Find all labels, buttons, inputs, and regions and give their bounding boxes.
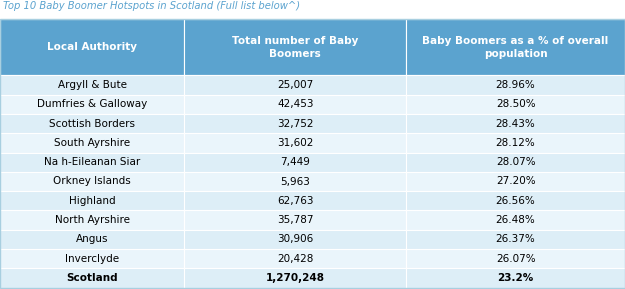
Bar (406, 191, 625, 210)
Bar (406, 19, 625, 75)
Bar (406, 114, 625, 133)
Bar (406, 153, 625, 172)
Text: Highland: Highland (69, 196, 116, 206)
Text: 28.50%: 28.50% (496, 99, 536, 109)
Text: 62,763: 62,763 (277, 196, 314, 206)
Text: 31,602: 31,602 (277, 138, 314, 148)
Text: 27.20%: 27.20% (496, 177, 536, 186)
Text: Angus: Angus (76, 234, 109, 244)
Text: 7,449: 7,449 (281, 157, 310, 167)
Text: South Ayrshire: South Ayrshire (54, 138, 130, 148)
Text: 28.07%: 28.07% (496, 157, 536, 167)
Bar (0, 249, 184, 268)
Bar (184, 19, 406, 75)
Text: 23.2%: 23.2% (498, 273, 534, 283)
Text: Top 10 Baby Boomer Hotspots in Scotland (Full list below^): Top 10 Baby Boomer Hotspots in Scotland … (3, 1, 300, 12)
Text: Na h-Eileanan Siar: Na h-Eileanan Siar (44, 157, 140, 167)
Bar (0, 133, 184, 153)
Text: 5,963: 5,963 (281, 177, 310, 186)
Bar (184, 268, 406, 288)
Bar (0, 191, 184, 210)
Text: 35,787: 35,787 (277, 215, 314, 225)
Text: 20,428: 20,428 (277, 254, 314, 264)
Text: Orkney Islands: Orkney Islands (53, 177, 131, 186)
Bar (0, 172, 184, 191)
Text: North Ayrshire: North Ayrshire (55, 215, 130, 225)
Text: 30,906: 30,906 (278, 234, 314, 244)
Bar (0, 153, 184, 172)
Bar (406, 230, 625, 249)
Text: Scottish Borders: Scottish Borders (49, 119, 135, 129)
Bar (184, 210, 406, 230)
Text: 42,453: 42,453 (277, 99, 314, 109)
Text: Baby Boomers as a % of overall
population: Baby Boomers as a % of overall populatio… (422, 36, 609, 59)
Text: 1,270,248: 1,270,248 (266, 273, 325, 283)
Bar (406, 210, 625, 230)
Bar (0, 114, 184, 133)
Text: 26.37%: 26.37% (496, 234, 536, 244)
Text: Scotland: Scotland (66, 273, 118, 283)
Bar (0, 19, 184, 75)
Bar (184, 75, 406, 95)
Bar (184, 230, 406, 249)
Bar (184, 133, 406, 153)
Bar (406, 75, 625, 95)
Bar (184, 249, 406, 268)
Bar (406, 172, 625, 191)
Text: 25,007: 25,007 (278, 80, 314, 90)
Text: 32,752: 32,752 (277, 119, 314, 129)
Bar (406, 249, 625, 268)
Bar (0, 268, 184, 288)
Bar (184, 191, 406, 210)
Text: 26.56%: 26.56% (496, 196, 536, 206)
Bar (184, 153, 406, 172)
Bar (0, 210, 184, 230)
Text: Total number of Baby
Boomers: Total number of Baby Boomers (232, 36, 359, 59)
Text: Inverclyde: Inverclyde (65, 254, 119, 264)
Bar (406, 268, 625, 288)
Text: Dumfries & Galloway: Dumfries & Galloway (37, 99, 148, 109)
Text: Argyll & Bute: Argyll & Bute (58, 80, 127, 90)
Text: 26.48%: 26.48% (496, 215, 536, 225)
Bar (184, 172, 406, 191)
Text: 28.12%: 28.12% (496, 138, 536, 148)
Bar (0, 230, 184, 249)
Text: 26.07%: 26.07% (496, 254, 536, 264)
Bar (184, 114, 406, 133)
Bar (406, 95, 625, 114)
Text: 28.96%: 28.96% (496, 80, 536, 90)
Bar (0, 95, 184, 114)
Bar (0, 75, 184, 95)
Bar (406, 133, 625, 153)
Text: 28.43%: 28.43% (496, 119, 536, 129)
Text: Local Authority: Local Authority (48, 42, 138, 52)
Bar (184, 95, 406, 114)
